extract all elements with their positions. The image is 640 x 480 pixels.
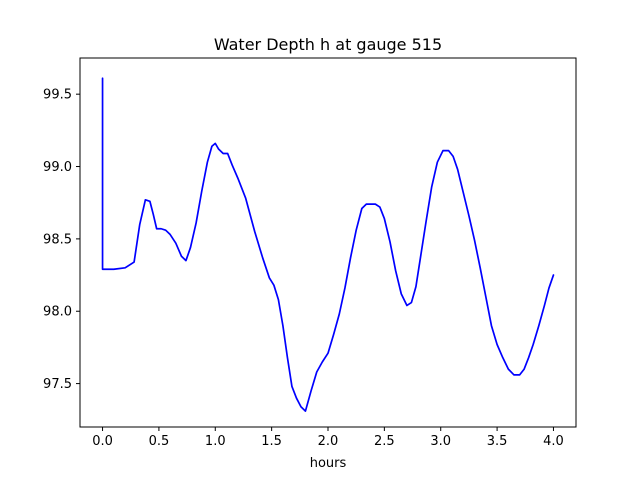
- x-tick-label: 2.0: [318, 434, 339, 449]
- x-tick-label: 1.5: [261, 434, 282, 449]
- x-tick-label: 0.0: [92, 434, 113, 449]
- x-axis: 0.0 0.5 1.0 1.5 2.0 2.5 3.0 3.5 4.0: [92, 427, 564, 449]
- x-tick-label: 1.0: [205, 434, 226, 449]
- series-line-0: [101, 77, 555, 412]
- x-axis-label: hours: [310, 456, 347, 471]
- y-tick-label: 97.5: [43, 377, 72, 392]
- x-tick-label: 2.5: [374, 434, 395, 449]
- x-tick-label: 0.5: [149, 434, 170, 449]
- y-tick-label: 99.0: [43, 160, 72, 175]
- y-axis: 97.5 98.0 98.5 99.0 99.5: [43, 88, 80, 392]
- y-tick-label: 98.5: [43, 232, 72, 247]
- x-tick-label: 3.5: [487, 434, 508, 449]
- plot-area: [101, 77, 555, 412]
- x-tick-label: 4.0: [543, 434, 564, 449]
- y-tick-label: 98.0: [43, 305, 72, 320]
- x-tick-label: 3.0: [430, 434, 451, 449]
- chart-title: Water Depth h at gauge 515: [214, 35, 442, 54]
- y-tick-label: 99.5: [43, 88, 72, 103]
